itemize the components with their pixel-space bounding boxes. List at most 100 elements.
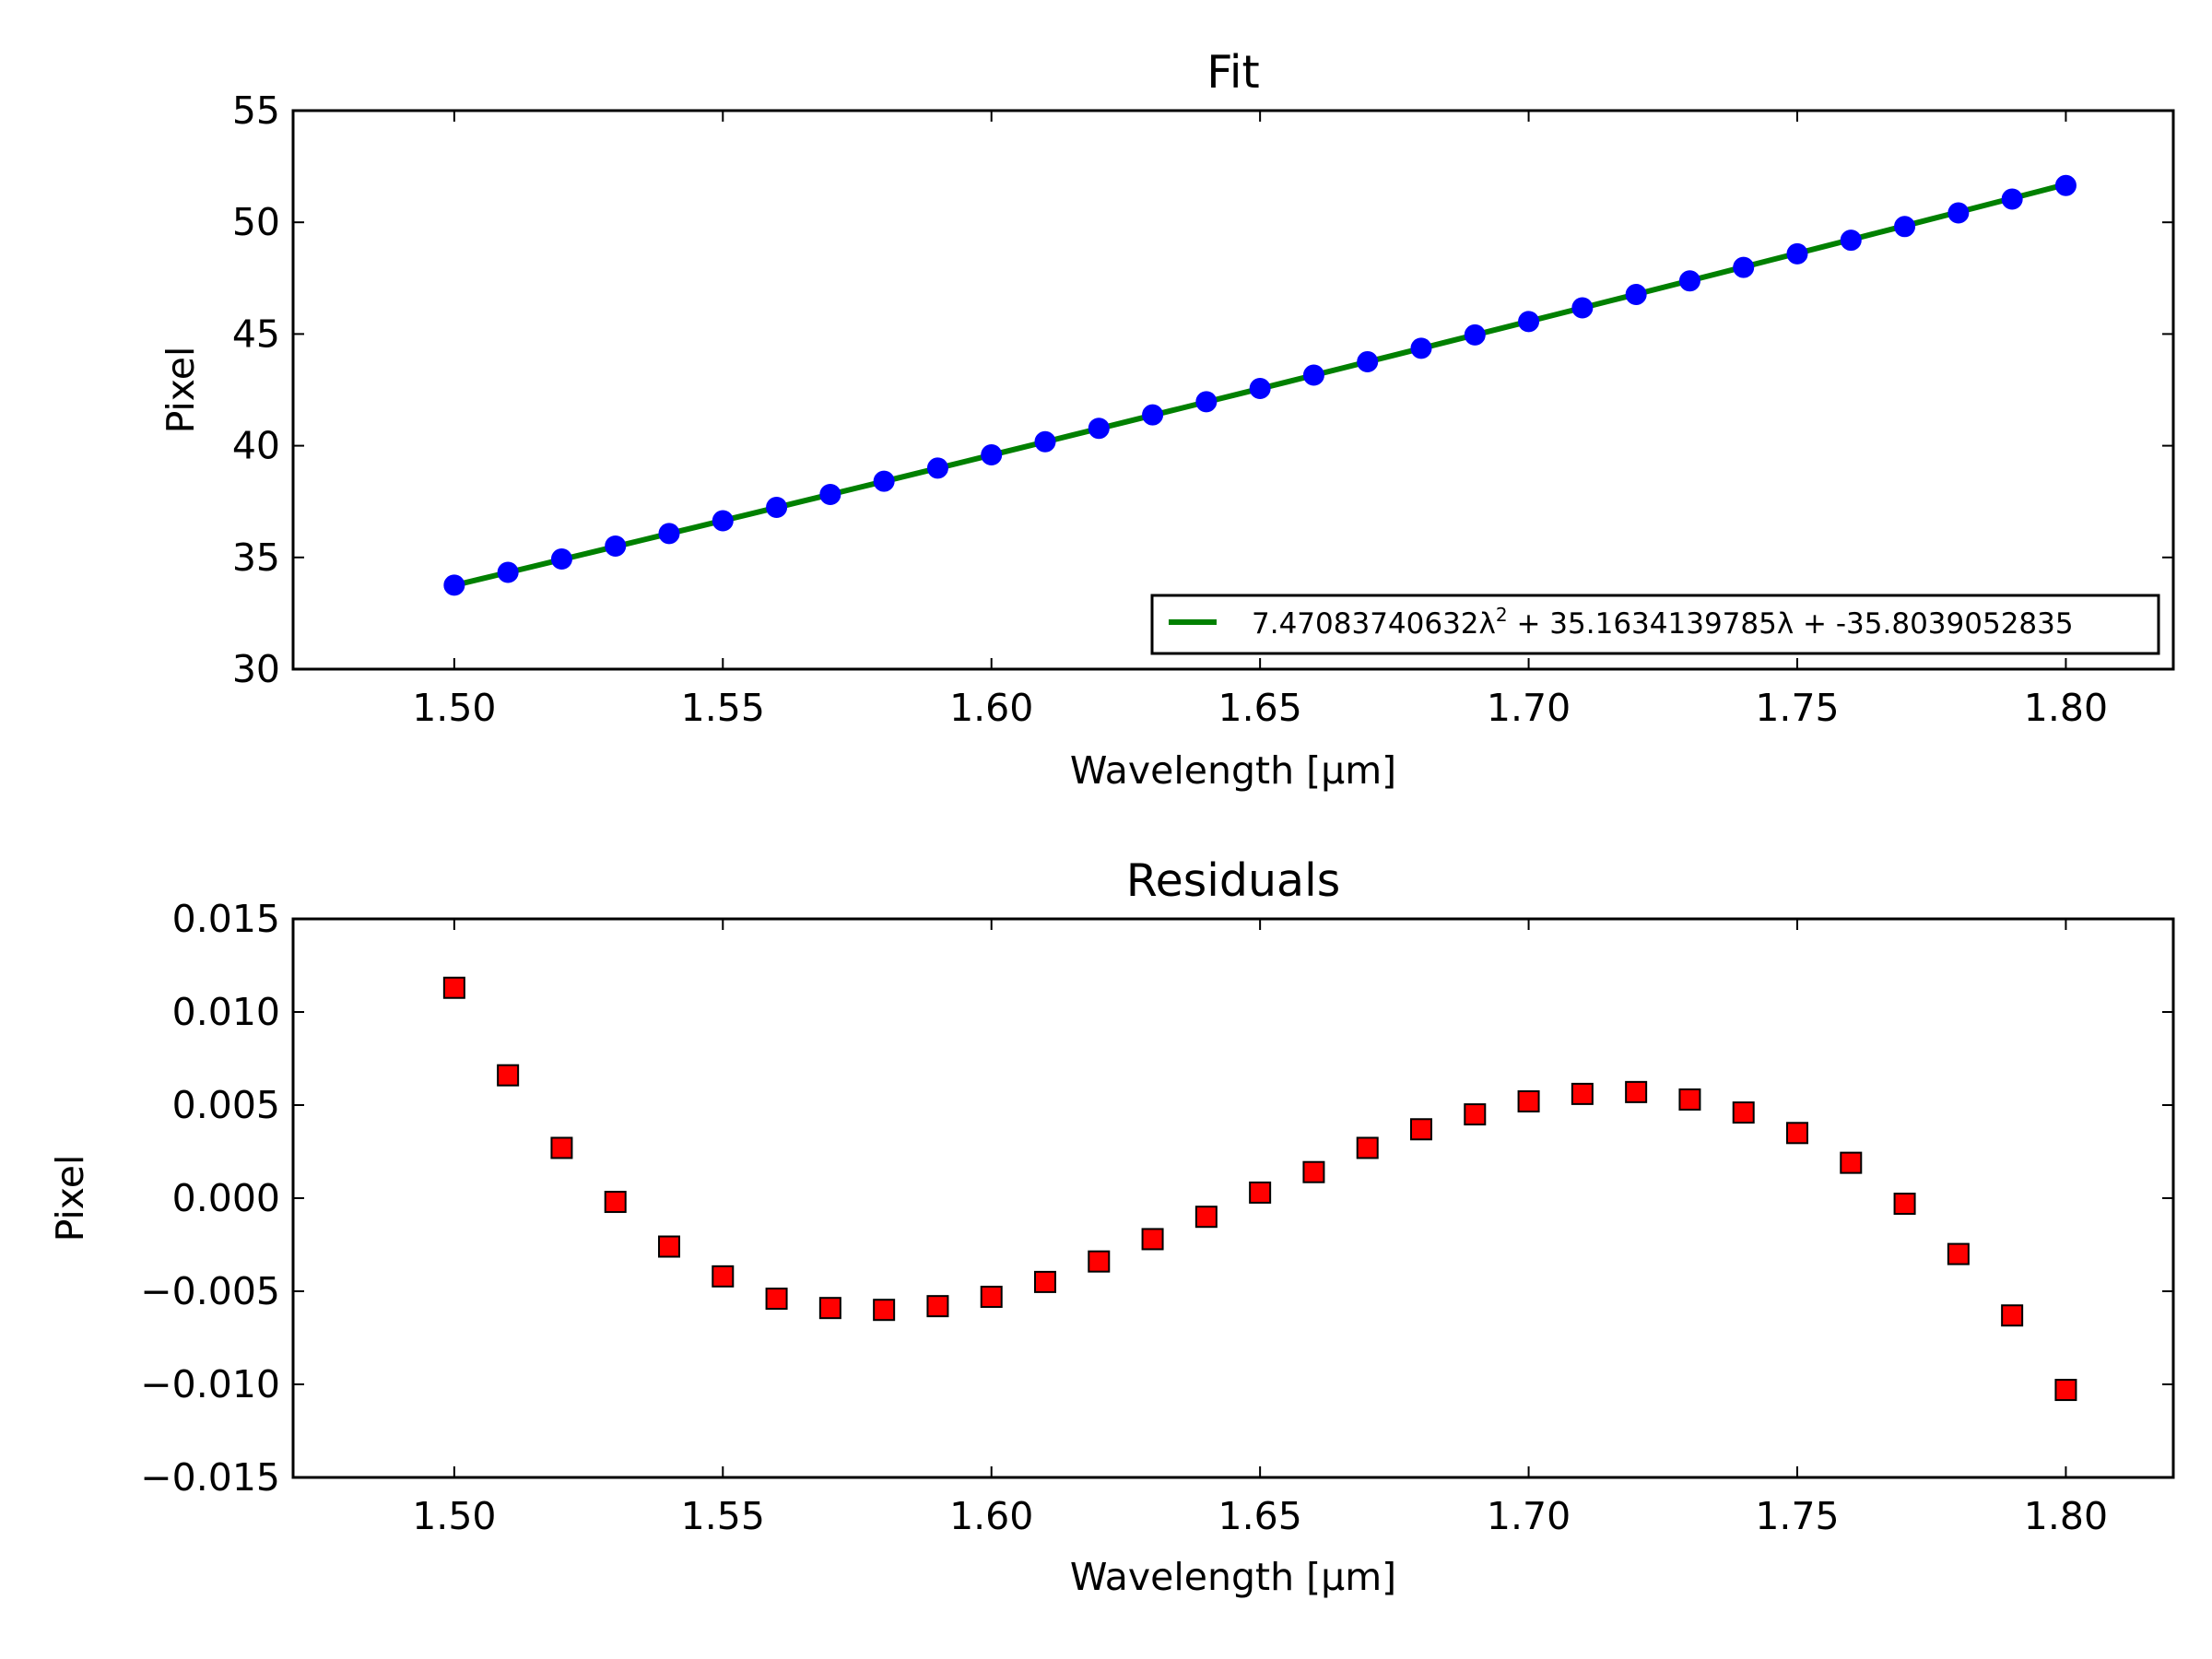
fit-ytick-label: 40 bbox=[232, 424, 280, 468]
fit-ytick-label: 55 bbox=[232, 88, 280, 133]
residual-point bbox=[1356, 1136, 1379, 1159]
residual-point bbox=[712, 1265, 735, 1288]
fit-data-point bbox=[926, 457, 948, 479]
residual-point bbox=[1464, 1103, 1487, 1126]
fit-plot-area bbox=[443, 174, 2077, 596]
fit-data-point bbox=[1249, 378, 1271, 400]
legend-box bbox=[1150, 594, 2160, 655]
fit-xtick-label: 1.55 bbox=[681, 686, 765, 730]
residual-point bbox=[1571, 1082, 1594, 1105]
fit-ytick-label: 50 bbox=[232, 200, 280, 244]
fit-legend: 7.47083740632λ2 + 35.1634139785λ + -35.8… bbox=[1150, 594, 2160, 655]
fit-xtick-label: 1.70 bbox=[1487, 686, 1571, 730]
fit-data-point bbox=[873, 470, 895, 492]
fit-data-point bbox=[1410, 337, 1432, 359]
residuals-xtick-label: 1.50 bbox=[412, 1494, 496, 1538]
fit-data-point bbox=[766, 497, 788, 519]
fit-data-point bbox=[1733, 256, 1755, 278]
fit-data-point bbox=[1195, 391, 1218, 413]
residual-point bbox=[550, 1136, 573, 1159]
residual-point bbox=[1410, 1118, 1432, 1141]
fit-data-point bbox=[1088, 418, 1110, 440]
fit-xtick-label: 1.65 bbox=[1218, 686, 1301, 730]
fit-data-point bbox=[1464, 324, 1486, 346]
fit-data-point bbox=[2001, 188, 2023, 210]
fit-data-point bbox=[1678, 270, 1700, 292]
residuals-panel: Residuals 1.50 1.55 1.60 1.65 1.70 1.75 1.80 0.… bbox=[48, 854, 2175, 1599]
fit-data-point bbox=[658, 523, 680, 545]
residual-point bbox=[1947, 1242, 1970, 1265]
fit-data-point bbox=[497, 561, 519, 583]
residuals-xtick-label: 1.80 bbox=[2024, 1494, 2108, 1538]
residuals-ticks: 1.50 1.55 1.60 1.65 1.70 1.75 1.80 0.015 0.010 0.… bbox=[140, 897, 2173, 1538]
fit-ytick-label: 30 bbox=[232, 647, 280, 691]
residuals-ytick-label: −0.015 bbox=[140, 1455, 280, 1500]
fit-data-point bbox=[1034, 430, 1056, 453]
fit-data-point bbox=[1894, 216, 1916, 238]
fit-data-point bbox=[1625, 283, 1647, 305]
residual-point bbox=[658, 1235, 680, 1258]
residuals-title: Residuals bbox=[1126, 854, 1340, 907]
fit-xlabel: Wavelength [μm] bbox=[1070, 748, 1396, 793]
residuals-ytick-label: 0.010 bbox=[172, 990, 280, 1034]
fit-ytick-label: 45 bbox=[232, 312, 280, 356]
fit-data-point bbox=[1142, 404, 1164, 426]
residual-point bbox=[1678, 1088, 1701, 1111]
fit-data-point bbox=[2054, 174, 2077, 196]
fit-ylabel: Pixel bbox=[159, 347, 203, 434]
fit-title: Fit bbox=[1206, 46, 1259, 99]
residual-point bbox=[1088, 1250, 1111, 1273]
residuals-ytick-label: −0.010 bbox=[140, 1362, 280, 1406]
residuals-ytick-label: −0.005 bbox=[140, 1269, 280, 1313]
residuals-ytick-label: 0.015 bbox=[172, 897, 280, 941]
residual-point bbox=[442, 976, 465, 999]
residual-point bbox=[1194, 1206, 1218, 1229]
residuals-xtick-label: 1.60 bbox=[949, 1494, 1033, 1538]
residuals-plot-area bbox=[442, 976, 2077, 1402]
residual-point bbox=[1840, 1151, 1863, 1174]
fit-data-point bbox=[1518, 311, 1540, 333]
fit-data-point bbox=[605, 535, 627, 557]
fit-data-point bbox=[981, 444, 1003, 466]
fit-xtick-label: 1.60 bbox=[949, 686, 1033, 730]
fit-data-point bbox=[1840, 229, 1862, 252]
residual-point bbox=[980, 1286, 1003, 1309]
residual-point bbox=[1893, 1193, 1916, 1216]
residual-point bbox=[926, 1295, 949, 1318]
residual-point bbox=[1517, 1089, 1540, 1112]
fit-axes-frame bbox=[291, 109, 2175, 671]
fit-data-point bbox=[712, 510, 734, 532]
residual-point bbox=[1786, 1122, 1808, 1145]
legend-label: 7.47083740632λ2 + 35.1634139785λ + -35.8… bbox=[1252, 604, 2074, 641]
fit-data-point bbox=[1571, 297, 1594, 319]
fit-data-point bbox=[550, 547, 572, 570]
fit-xtick-label: 1.50 bbox=[412, 686, 496, 730]
residual-point bbox=[765, 1288, 788, 1311]
residuals-ylabel: Pixel bbox=[48, 1155, 92, 1242]
residual-point bbox=[1625, 1080, 1648, 1103]
residual-point bbox=[604, 1191, 627, 1214]
residual-point bbox=[2001, 1304, 2024, 1327]
fit-data-point bbox=[1947, 202, 1970, 224]
residuals-ytick-label: 0.005 bbox=[172, 1083, 280, 1127]
fit-data-point bbox=[1357, 350, 1379, 372]
fit-xtick-label: 1.75 bbox=[1755, 686, 1839, 730]
residuals-ytick-label: 0.000 bbox=[172, 1176, 280, 1220]
fit-ticks: 1.50 1.55 1.60 1.65 1.70 1.75 1.80 30 35 40 45 50 55 bbox=[232, 88, 2173, 730]
fit-panel: Fit 1.50 1.55 1.60 1.65 1.70 1.75 1.80 30 35 40 45… bbox=[159, 46, 2175, 793]
residual-point bbox=[1302, 1160, 1325, 1183]
residuals-xlabel: Wavelength [μm] bbox=[1070, 1555, 1396, 1599]
fit-xtick-label: 1.80 bbox=[2024, 686, 2108, 730]
residual-point bbox=[873, 1299, 896, 1322]
residual-point bbox=[1732, 1101, 1755, 1124]
residual-point bbox=[818, 1297, 841, 1320]
residuals-xtick-label: 1.65 bbox=[1218, 1494, 1301, 1538]
residuals-xtick-label: 1.75 bbox=[1755, 1494, 1839, 1538]
residual-point bbox=[1034, 1270, 1056, 1293]
residuals-xtick-label: 1.70 bbox=[1487, 1494, 1571, 1538]
residual-point bbox=[1141, 1228, 1164, 1251]
residual-point bbox=[497, 1064, 520, 1087]
residual-point bbox=[1249, 1181, 1272, 1204]
